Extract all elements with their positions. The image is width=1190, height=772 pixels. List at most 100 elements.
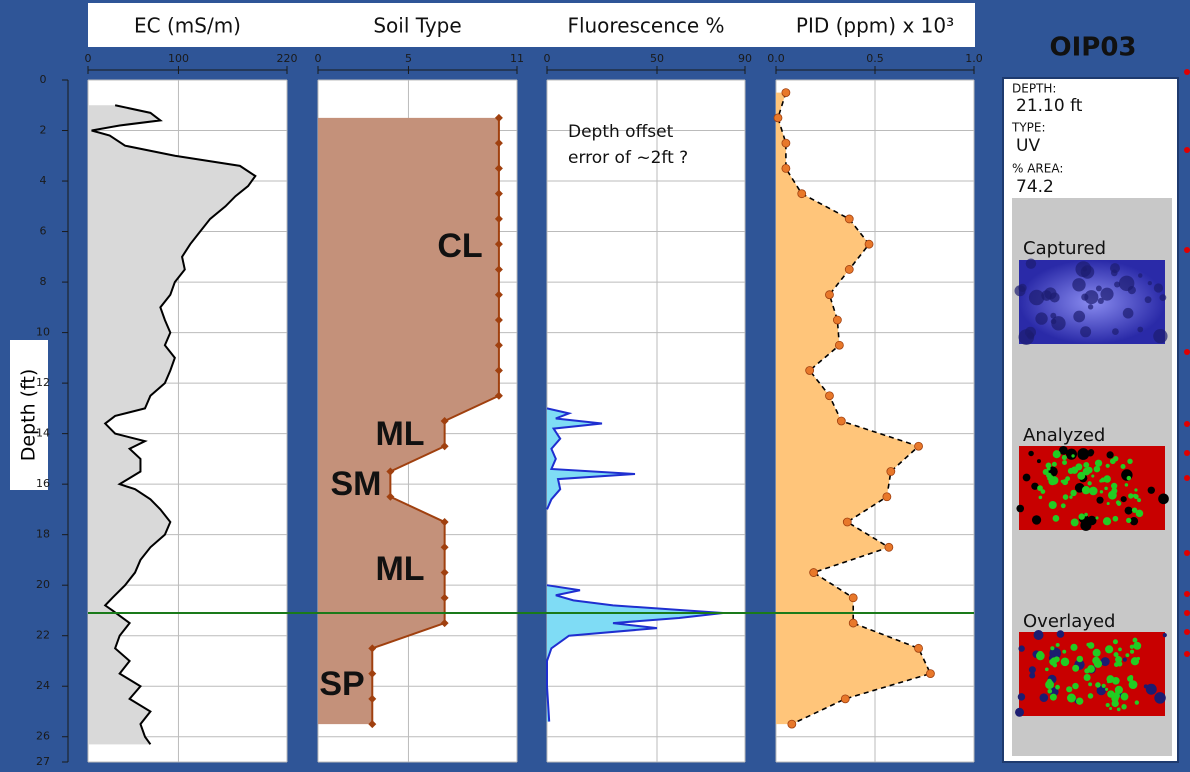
depth-value: 21.10 ft [1016, 96, 1083, 116]
image-texture [1154, 692, 1166, 704]
image-texture [1126, 517, 1132, 524]
image-texture [1113, 652, 1119, 658]
x-tick-label: 50 [650, 52, 664, 65]
marker [781, 138, 791, 148]
image-texture [1110, 482, 1118, 490]
marker [386, 467, 395, 476]
image-texture [1106, 451, 1114, 459]
image-texture [1126, 475, 1132, 481]
image-texture [1082, 467, 1091, 476]
image-texture [1018, 645, 1025, 652]
marker [494, 240, 503, 249]
image-texture [1045, 667, 1049, 672]
image-texture [1028, 289, 1045, 306]
x-tick-label: 100 [168, 52, 189, 65]
soil-label: ML [375, 415, 424, 453]
image-texture [1087, 665, 1095, 673]
image-texture [1112, 639, 1118, 645]
marker [805, 366, 815, 375]
image-texture [1107, 680, 1111, 684]
image-texture [1062, 649, 1067, 654]
image-texture [1066, 686, 1073, 693]
panel-title: Fluorescence % [567, 14, 724, 38]
image-texture [1135, 509, 1144, 518]
marker [494, 113, 503, 122]
marker [914, 643, 923, 653]
image-texture [1022, 473, 1031, 482]
image-texture [1067, 693, 1076, 703]
image-texture [1113, 455, 1119, 462]
image-texture [1103, 475, 1111, 483]
marker [494, 164, 503, 173]
depth-label: DEPTH: [1012, 82, 1056, 96]
image-texture [1133, 641, 1142, 650]
image-texture [1159, 294, 1167, 302]
image-texture [1124, 506, 1133, 515]
image-texture [1017, 693, 1026, 701]
header-band [88, 3, 975, 47]
image-texture [1065, 476, 1071, 482]
x-tick-label: 0.5 [866, 52, 884, 65]
image-texture [1144, 296, 1152, 304]
image-texture [1042, 468, 1049, 475]
image-texture [1035, 312, 1048, 325]
image-texture [1132, 493, 1137, 498]
image-texture [1037, 485, 1043, 491]
image-texture [1118, 647, 1122, 652]
marker [832, 315, 842, 325]
image-texture [1137, 326, 1144, 333]
image-label: Overlayed [1023, 611, 1115, 632]
image-texture [1028, 666, 1036, 674]
y-tick-label: 10 [36, 326, 50, 339]
image-texture [1153, 283, 1164, 293]
image-texture [1072, 664, 1080, 672]
image-texture [1113, 662, 1119, 667]
image-texture [1096, 685, 1107, 696]
type-value: UV [1016, 136, 1040, 156]
soil-label: SM [331, 465, 382, 503]
image-texture [1051, 316, 1066, 331]
image-texture [1104, 486, 1108, 491]
image-texture [1121, 704, 1127, 710]
marker [440, 442, 449, 451]
image-texture [1076, 655, 1084, 663]
y-tick-label: 6 [40, 225, 47, 238]
image-texture [1081, 293, 1089, 301]
image-texture [1105, 463, 1110, 468]
marker [494, 265, 503, 274]
image-texture [1081, 485, 1091, 495]
image-texture [1050, 657, 1058, 665]
image-texture [1038, 495, 1043, 500]
image-texture [1045, 462, 1052, 469]
image-texture [1036, 459, 1041, 464]
annotation: error of ~2ft ? [568, 148, 688, 168]
area-label: % AREA: [1012, 162, 1063, 176]
image-texture [1052, 450, 1061, 459]
marker [825, 290, 834, 300]
x-tick-label: 5 [405, 52, 412, 65]
x-tick-label: 220 [277, 52, 298, 65]
image-texture [1067, 467, 1074, 475]
image-texture [1153, 328, 1168, 344]
image-texture [1111, 487, 1118, 494]
image-texture [1095, 285, 1102, 292]
y-tick-label: 16 [36, 477, 50, 490]
y-tick-label: 2 [40, 124, 47, 137]
image-texture [1102, 517, 1112, 526]
line [546, 584, 724, 722]
marker [886, 467, 896, 476]
image-label: Captured [1023, 238, 1106, 259]
image-texture [1147, 281, 1152, 286]
type-label: TYPE: [1011, 121, 1046, 135]
marker [494, 290, 503, 299]
y-tick-label: 22 [36, 629, 50, 642]
marker [848, 618, 858, 628]
image-texture [1115, 500, 1121, 505]
area-fill [547, 585, 723, 722]
image-texture [1070, 643, 1078, 651]
area-fill [776, 92, 931, 725]
image-texture [1015, 707, 1025, 717]
soil-label: ML [375, 550, 424, 588]
image-texture [1061, 455, 1067, 461]
image-texture [1016, 504, 1025, 513]
